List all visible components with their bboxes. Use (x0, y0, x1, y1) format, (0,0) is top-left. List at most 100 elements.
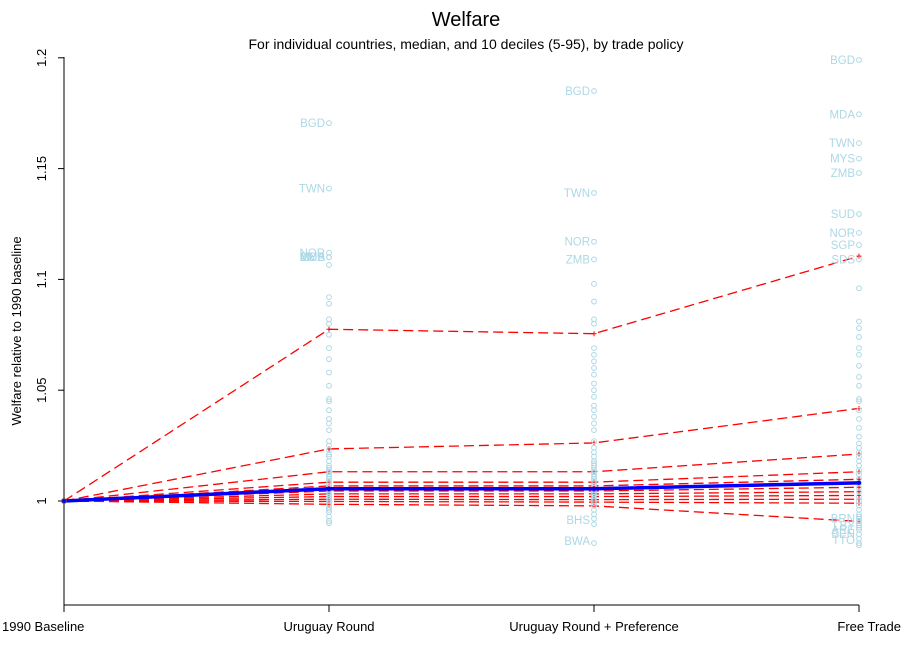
axes: 1 1.05 1.1 1.15 1.2 1990 Baseline Uruguay Roun… (2, 49, 901, 634)
country-point (856, 424, 862, 431)
country-point (856, 351, 862, 358)
country-point (591, 358, 597, 365)
country-point (856, 540, 862, 547)
country-point (591, 256, 597, 263)
country-point (591, 521, 597, 528)
country-label: BGD (830, 55, 855, 67)
country-label: ARE (831, 525, 855, 537)
decile-line (63, 453, 860, 502)
country-point (591, 500, 597, 507)
country-point (591, 365, 597, 371)
country-point (591, 345, 597, 351)
country-point (856, 374, 862, 380)
country-label: TWN (299, 184, 325, 196)
country-point (326, 427, 332, 433)
country-point (856, 211, 862, 217)
country-point (591, 371, 597, 378)
country-label: ZMB (831, 168, 856, 180)
median-series-line (63, 481, 860, 503)
median-point (326, 486, 332, 492)
country-point (856, 229, 862, 236)
country-label: SUD (831, 209, 855, 221)
country-point (326, 294, 332, 301)
country-point (856, 382, 862, 389)
country-point (856, 256, 862, 263)
country-point (856, 524, 862, 531)
country-point (591, 413, 597, 420)
median-line (61, 480, 862, 504)
country-label: MYS (830, 154, 855, 166)
country-point (591, 515, 597, 522)
country-point (856, 362, 862, 369)
country-point (326, 407, 332, 414)
x-tick-label: Uruguay Round (283, 619, 374, 634)
country-point (856, 407, 862, 414)
country-label: BRN (831, 514, 855, 526)
decile-line (63, 407, 860, 502)
y-axis-label: Welfare relative to 1990 baseline (9, 236, 24, 425)
country-points (326, 57, 862, 549)
country-point (326, 451, 332, 458)
country-point (856, 170, 862, 176)
country-point (591, 407, 597, 414)
country-point (856, 155, 862, 162)
country-point (326, 331, 332, 338)
country-point (326, 520, 332, 527)
country-label: SGP (831, 240, 856, 252)
country-point (591, 190, 597, 196)
country-point (856, 242, 862, 248)
country-label: BWA (564, 536, 590, 548)
country-point (591, 380, 597, 387)
decile-line (63, 494, 860, 502)
country-point (591, 298, 597, 305)
country-label: TWN (564, 188, 590, 200)
chart-subtitle: For individual countries, median, and 10… (248, 36, 683, 52)
country-point (591, 387, 597, 394)
x-tick-label: 1990 Baseline (2, 619, 84, 634)
country-point (591, 280, 597, 287)
country-point (326, 369, 332, 376)
country-label: ZMB (566, 254, 591, 266)
country-point (326, 320, 332, 327)
country-point (326, 506, 332, 513)
median-point (856, 480, 862, 486)
y-tick-label: 1.2 (34, 49, 49, 67)
country-point (856, 111, 862, 118)
country-label: MYS (300, 252, 325, 264)
decile-lines (63, 253, 862, 524)
country-label: NOR (564, 237, 590, 249)
y-tick-label: 1.1 (34, 270, 49, 288)
country-label: LBY (833, 520, 855, 532)
country-labels: BGDTWNNORMDAMYSZMBBGDTWNNORZMBBHSBWABGDM… (299, 55, 856, 548)
country-point (856, 396, 862, 402)
country-label: BGD (565, 86, 590, 98)
median-point (61, 498, 67, 504)
decile-line (63, 491, 860, 502)
country-point (856, 398, 862, 405)
country-point (591, 540, 597, 547)
country-point (591, 88, 597, 94)
country-point (326, 398, 332, 405)
country-label: NOR (829, 228, 855, 240)
country-point (326, 120, 332, 127)
y-tick-label: 1 (34, 497, 49, 504)
country-label: MDA (299, 252, 325, 264)
country-point (591, 438, 597, 445)
baseline-point (61, 498, 67, 504)
median-point (591, 486, 597, 492)
country-point (856, 416, 862, 422)
country-point (591, 320, 597, 327)
country-point (326, 396, 332, 402)
country-point (591, 238, 597, 245)
country-point (856, 345, 862, 351)
country-point (326, 382, 332, 389)
country-point (856, 285, 862, 292)
country-point (856, 57, 862, 63)
country-label: ZMB (301, 252, 326, 264)
country-point (856, 318, 862, 325)
country-point (326, 356, 332, 363)
country-point (326, 300, 332, 307)
country-point (326, 420, 332, 427)
country-point (326, 345, 332, 351)
